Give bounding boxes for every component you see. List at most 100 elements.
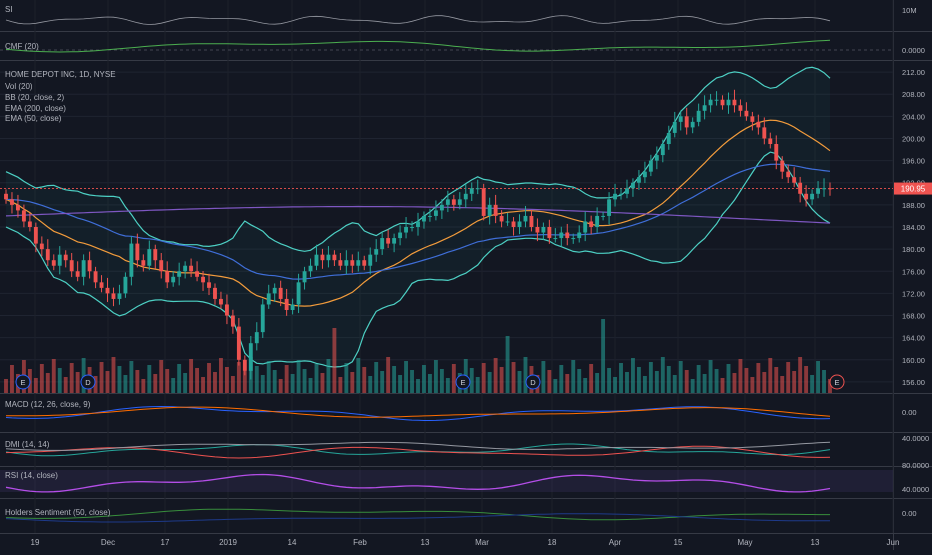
volume-bar <box>135 370 140 393</box>
time-tick-label: 15 <box>674 538 683 547</box>
volume-bar <box>547 370 552 393</box>
cmf-axis-label: 0.0000 <box>902 46 925 55</box>
volume-bar <box>422 365 426 393</box>
volume-bar <box>45 373 50 393</box>
candle-body <box>135 243 140 261</box>
candle-body <box>702 105 707 111</box>
candle-body <box>613 193 617 200</box>
candle-body <box>595 215 600 227</box>
candle-body <box>583 221 588 233</box>
candle-body <box>219 298 223 305</box>
time-tick-label: May <box>737 538 752 547</box>
overlay-label-ema50: EMA (50, close) <box>5 114 62 123</box>
candle-body <box>374 249 379 255</box>
volume-bar <box>708 360 713 393</box>
candle-body <box>505 221 510 223</box>
candle-body <box>690 121 695 128</box>
candle-body <box>308 265 313 272</box>
candle-body <box>326 254 331 261</box>
volume-bar <box>57 368 62 393</box>
volume-bar <box>702 374 707 393</box>
candle-body <box>469 188 474 194</box>
candle-body <box>165 271 170 283</box>
volume-bar <box>631 358 635 393</box>
volume-bar <box>469 368 474 393</box>
cmf-line <box>5 39 831 53</box>
dmi-plus-line <box>5 443 831 457</box>
volume-bar <box>571 360 576 393</box>
volume-bar <box>368 376 373 393</box>
candle-body <box>636 177 641 183</box>
candle-body <box>625 188 629 194</box>
candle-body <box>344 260 349 266</box>
volume-bar <box>642 376 647 393</box>
candle-body <box>565 232 570 239</box>
volume-bar <box>433 360 438 393</box>
volume-bar <box>720 378 725 393</box>
candle-body <box>159 260 164 272</box>
rsi-axis-top: 80.0000 <box>902 461 929 470</box>
volume-bar <box>619 363 623 393</box>
candle-body <box>750 116 755 122</box>
volume-bar <box>165 369 170 393</box>
volume-bar <box>726 364 731 393</box>
candle-body <box>523 215 528 222</box>
macd-label: MACD (12, 26, close, 9) <box>5 400 91 409</box>
volume-bar <box>780 376 785 393</box>
price-tick-label: 208.00 <box>902 90 925 99</box>
candle-body <box>368 254 373 266</box>
volume-bar <box>481 363 486 393</box>
volume-bar <box>410 370 414 393</box>
candle-body <box>798 182 803 194</box>
candle-body <box>207 282 211 288</box>
rsi-axis-mid: 40.0000 <box>902 485 929 494</box>
volume-bar <box>75 372 80 393</box>
candle-body <box>541 227 546 233</box>
volume-bar <box>284 365 289 393</box>
event-marker[interactable]: E <box>15 374 31 390</box>
volume-bar <box>762 372 767 393</box>
price-tick-label: 184.00 <box>902 223 925 232</box>
volume-bar <box>63 377 68 393</box>
ema-200-line <box>5 205 831 224</box>
volume-bar <box>213 372 217 393</box>
candle-body <box>39 243 44 250</box>
event-marker[interactable]: E <box>455 374 471 390</box>
volume-bar <box>625 372 629 393</box>
time-axis-ticks: 19 Dec 17 2019 14 Feb 13 Mar 18 Apr 15 May 13 Jun <box>31 538 900 547</box>
event-marker[interactable]: D <box>80 374 96 390</box>
candle-body <box>350 260 355 266</box>
candle-body <box>678 116 683 122</box>
volume-bar <box>272 370 277 393</box>
candle-body <box>153 249 158 261</box>
event-marker[interactable]: E <box>829 374 845 390</box>
candle-body <box>69 260 74 272</box>
bollinger-lower <box>5 151 831 368</box>
time-tick-label: 14 <box>288 538 297 547</box>
price-tick-label: 204.00 <box>902 112 925 121</box>
holders-line-2 <box>5 513 831 523</box>
event-marker[interactable]: D <box>525 374 541 390</box>
volume-bar <box>583 378 588 393</box>
candle-body <box>660 144 665 156</box>
volume-bar <box>493 358 498 393</box>
candle-body <box>708 99 713 106</box>
volume-bar <box>147 365 152 393</box>
volume-bar <box>523 357 528 393</box>
candle-body <box>16 204 20 211</box>
volume-bar <box>517 371 522 393</box>
candle-body <box>672 121 677 133</box>
candle-body <box>744 110 749 117</box>
candle-body <box>123 276 128 294</box>
symbol-title: HOME DEPOT INC, 1D, NYSE <box>5 70 116 79</box>
candle-body <box>416 221 420 227</box>
volume-bar <box>511 362 516 393</box>
volume-bar <box>553 379 558 393</box>
candle-body <box>475 188 480 190</box>
candle-body <box>571 238 576 240</box>
overlay-label-ema200: EMA (200, close) <box>5 104 66 113</box>
volume-bar <box>499 367 504 393</box>
candle-body <box>481 188 486 216</box>
